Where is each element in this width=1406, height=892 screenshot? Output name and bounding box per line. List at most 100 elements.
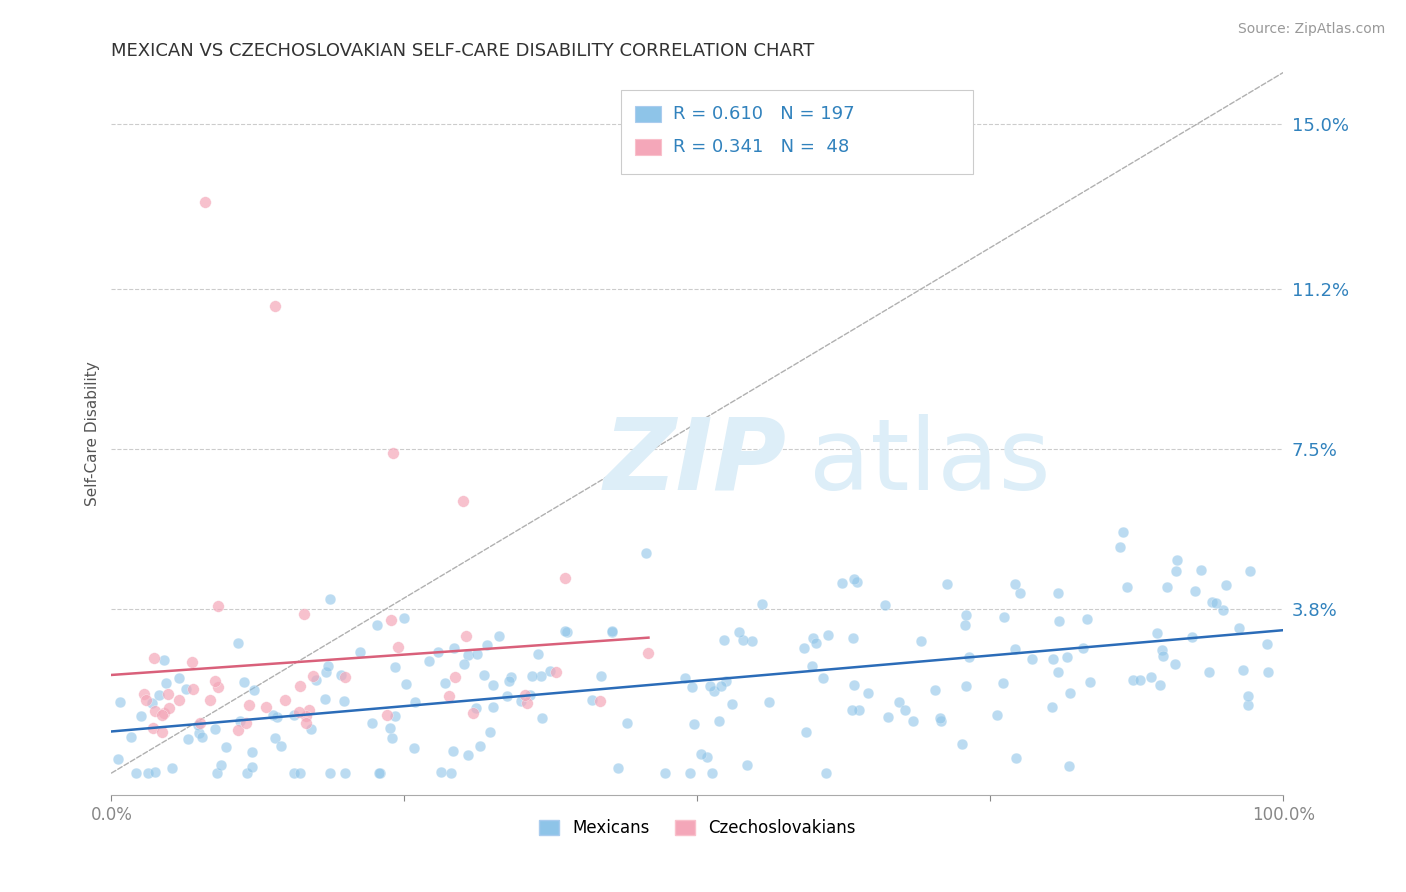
Point bbox=[1150, 643, 1173, 657]
Point bbox=[283, 707, 305, 722]
Point bbox=[1164, 565, 1187, 579]
Point bbox=[654, 766, 676, 780]
Point bbox=[451, 493, 474, 508]
Point bbox=[283, 766, 305, 780]
Point bbox=[955, 607, 977, 622]
Point bbox=[703, 684, 725, 698]
Point bbox=[437, 690, 460, 704]
Point bbox=[453, 657, 475, 672]
FancyBboxPatch shape bbox=[636, 105, 661, 121]
Point bbox=[1164, 657, 1187, 672]
Point bbox=[817, 628, 839, 642]
Point bbox=[461, 706, 484, 720]
Point bbox=[457, 747, 479, 762]
Point bbox=[555, 625, 578, 640]
Point bbox=[519, 689, 541, 703]
Point bbox=[606, 762, 628, 776]
Point bbox=[1021, 652, 1043, 666]
Point bbox=[814, 766, 837, 780]
Point bbox=[349, 645, 371, 659]
Point bbox=[1005, 751, 1028, 765]
Point bbox=[924, 683, 946, 698]
Point bbox=[721, 697, 744, 711]
Point bbox=[160, 761, 183, 775]
Point bbox=[794, 725, 817, 739]
Point bbox=[107, 752, 129, 766]
Point bbox=[1056, 649, 1078, 664]
Point bbox=[141, 696, 163, 710]
Point bbox=[290, 766, 312, 780]
Point bbox=[1201, 595, 1223, 609]
Point bbox=[441, 744, 464, 758]
Point bbox=[169, 672, 191, 686]
Point bbox=[198, 692, 221, 706]
Point bbox=[155, 676, 177, 690]
Point bbox=[513, 689, 536, 703]
Point bbox=[955, 680, 977, 694]
Point bbox=[634, 546, 657, 560]
Point bbox=[181, 655, 204, 669]
Point bbox=[516, 696, 538, 710]
Point bbox=[176, 731, 198, 746]
Point bbox=[841, 703, 863, 717]
Point bbox=[142, 650, 165, 665]
Point bbox=[443, 640, 465, 655]
Point bbox=[188, 715, 211, 730]
Point bbox=[673, 671, 696, 685]
Point bbox=[709, 714, 731, 729]
Point bbox=[751, 597, 773, 611]
Point bbox=[120, 731, 142, 745]
Point bbox=[1156, 580, 1178, 594]
Point bbox=[950, 738, 973, 752]
Point bbox=[526, 648, 548, 662]
Point bbox=[1112, 525, 1135, 540]
Point bbox=[554, 624, 576, 639]
Point bbox=[380, 614, 402, 628]
Point bbox=[758, 695, 780, 709]
FancyBboxPatch shape bbox=[621, 90, 973, 174]
Text: R = 0.610   N = 197: R = 0.610 N = 197 bbox=[673, 104, 855, 122]
Point bbox=[1181, 631, 1204, 645]
Point bbox=[156, 687, 179, 701]
Point bbox=[728, 625, 751, 640]
Point bbox=[1059, 685, 1081, 699]
Point bbox=[387, 640, 409, 655]
Point bbox=[856, 686, 879, 700]
Point bbox=[360, 716, 382, 731]
Point bbox=[465, 647, 488, 661]
Point bbox=[876, 710, 898, 724]
Y-axis label: Self-Care Disability: Self-Care Disability bbox=[86, 361, 100, 506]
Point bbox=[1140, 670, 1163, 684]
Point bbox=[1256, 637, 1278, 651]
Point bbox=[1152, 648, 1174, 663]
Point bbox=[302, 669, 325, 683]
Point bbox=[236, 766, 259, 780]
Point bbox=[136, 766, 159, 780]
Point bbox=[710, 679, 733, 693]
Point bbox=[1076, 612, 1098, 626]
Point bbox=[1198, 665, 1220, 679]
Point bbox=[305, 673, 328, 688]
Point bbox=[384, 708, 406, 723]
Point bbox=[457, 648, 479, 663]
Point bbox=[1040, 699, 1063, 714]
Point bbox=[1215, 578, 1237, 592]
Point bbox=[1166, 553, 1188, 567]
Point bbox=[531, 710, 554, 724]
Point bbox=[229, 714, 252, 729]
Point bbox=[538, 664, 561, 678]
Point bbox=[530, 669, 553, 683]
Point bbox=[1189, 563, 1212, 577]
Point bbox=[402, 741, 425, 756]
Point bbox=[314, 692, 336, 706]
Point bbox=[986, 708, 1008, 723]
Point bbox=[124, 766, 146, 780]
Point bbox=[468, 739, 491, 754]
Point bbox=[1047, 614, 1070, 628]
Point bbox=[801, 631, 824, 645]
Point bbox=[842, 572, 865, 586]
Point bbox=[873, 598, 896, 612]
Point bbox=[270, 739, 292, 753]
Point bbox=[194, 195, 217, 210]
Point bbox=[315, 665, 337, 680]
